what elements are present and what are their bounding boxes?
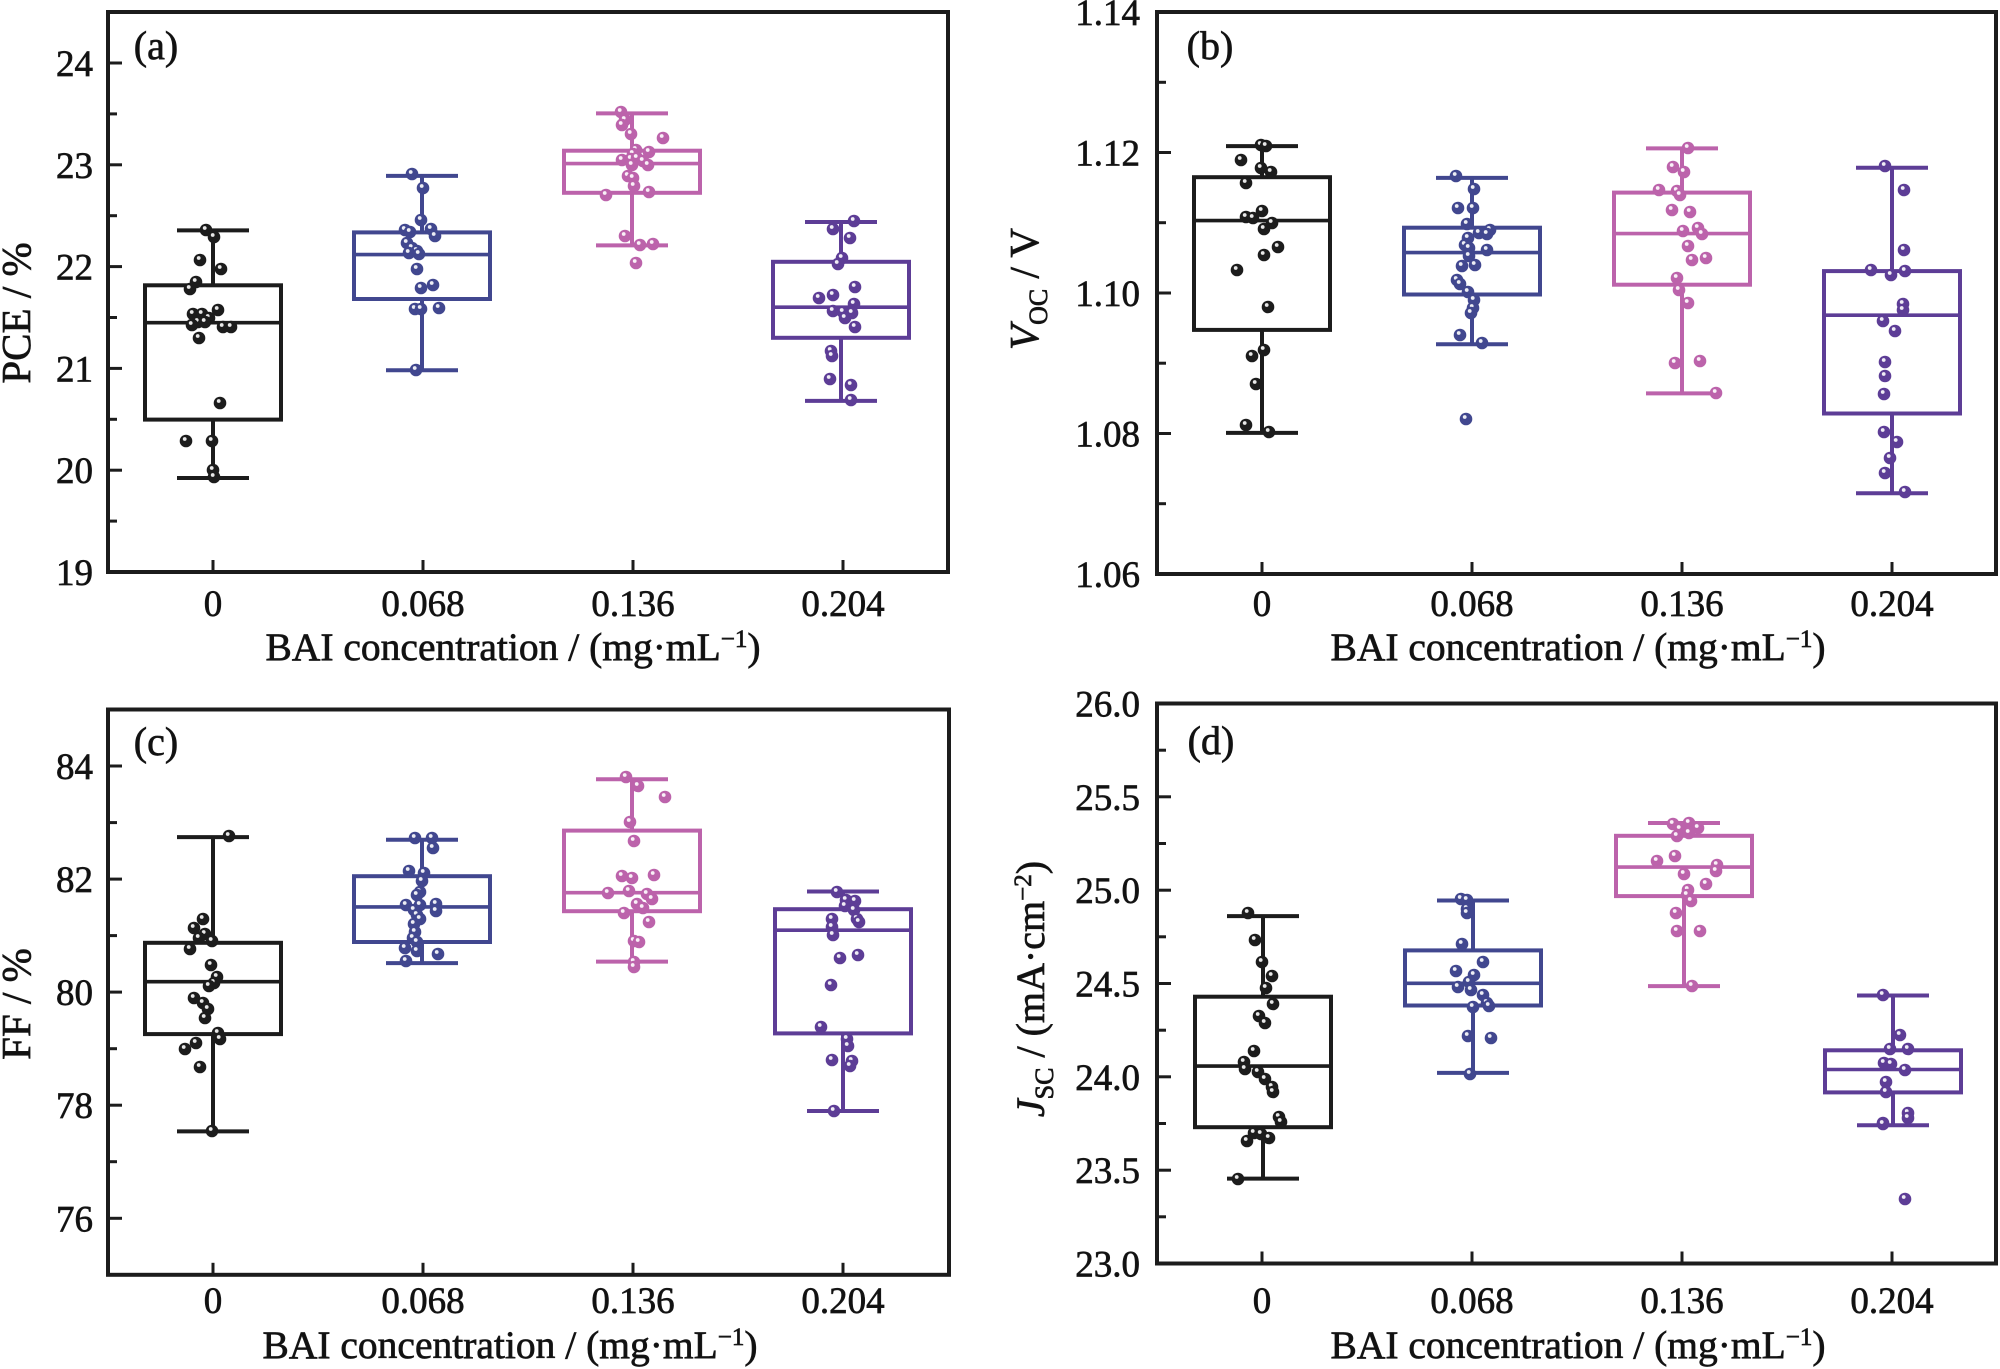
svg-text:(b): (b) [1187,23,1234,68]
svg-text:82: 82 [56,860,93,901]
svg-text:0.136: 0.136 [591,1281,674,1322]
svg-text:1.12: 1.12 [1075,134,1140,175]
svg-text:24.0: 24.0 [1075,1058,1140,1099]
svg-text:23.0: 23.0 [1075,1245,1140,1286]
svg-text:BAI concentration / (mg·mL−1): BAI concentration / (mg·mL−1) [1331,1323,1826,1367]
svg-text:1.14: 1.14 [1075,0,1140,34]
svg-text:25.5: 25.5 [1075,778,1140,819]
svg-text:23.5: 23.5 [1075,1151,1140,1192]
svg-text:1.10: 1.10 [1075,274,1140,315]
svg-text:0.204: 0.204 [801,1281,884,1322]
svg-text:0.068: 0.068 [1430,1281,1513,1322]
svg-text:21: 21 [56,349,93,390]
svg-text:0.204: 0.204 [1850,1281,1933,1322]
svg-text:0.136: 0.136 [1640,584,1723,625]
svg-text:0.068: 0.068 [381,1281,464,1322]
svg-text:0: 0 [1253,1281,1272,1322]
svg-text:FF / %: FF / % [0,948,39,1060]
svg-text:0.068: 0.068 [381,584,464,625]
svg-text:22: 22 [56,248,93,289]
svg-text:0.068: 0.068 [1430,584,1513,625]
svg-text:80: 80 [56,973,93,1014]
svg-text:VOC / V: VOC / V [1001,228,1053,350]
svg-text:BAI concentration / (mg·mL−1): BAI concentration / (mg·mL−1) [1331,625,1826,669]
svg-text:0: 0 [204,584,223,625]
svg-text:84: 84 [56,747,93,788]
svg-text:26.0: 26.0 [1075,685,1140,726]
svg-text:25.0: 25.0 [1075,871,1140,912]
svg-text:0: 0 [1253,584,1272,625]
svg-text:(d): (d) [1188,718,1235,763]
svg-text:24: 24 [56,44,93,85]
svg-text:1.08: 1.08 [1075,415,1140,456]
svg-text:BAI concentration / (mg·mL−1): BAI concentration / (mg·mL−1) [263,1323,758,1367]
svg-text:BAI concentration / (mg·mL−1): BAI concentration / (mg·mL−1) [266,625,761,669]
svg-text:0.136: 0.136 [591,584,674,625]
svg-text:76: 76 [56,1199,93,1240]
svg-text:0.204: 0.204 [1850,584,1933,625]
svg-text:0.204: 0.204 [801,584,884,625]
svg-text:24.5: 24.5 [1075,965,1140,1006]
svg-text:19: 19 [56,553,93,594]
svg-text:JSC / (mA·cm−2): JSC / (mA·cm−2) [1008,861,1059,1117]
svg-text:78: 78 [56,1086,93,1127]
svg-text:1.06: 1.06 [1075,555,1140,596]
svg-text:(c): (c) [134,719,178,764]
svg-text:23: 23 [56,146,93,187]
svg-text:PCE / %: PCE / % [0,242,39,383]
svg-text:0: 0 [204,1281,223,1322]
svg-text:(a): (a) [134,23,178,68]
svg-text:0.136: 0.136 [1640,1281,1723,1322]
svg-text:20: 20 [56,451,93,492]
